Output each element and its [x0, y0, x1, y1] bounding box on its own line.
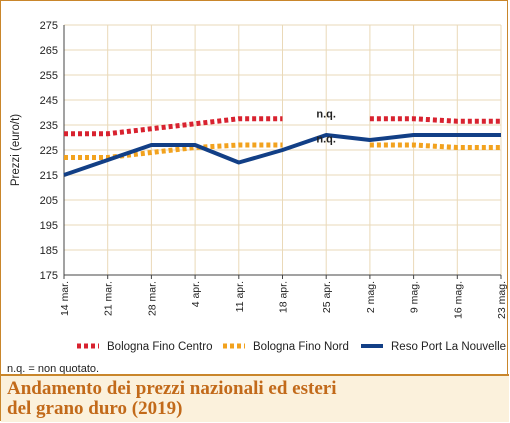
axis-layer: [63, 25, 502, 279]
line-chart: 175 185 195 205 215 225 235 245 255 265 275 14 mar.…: [10, 20, 508, 353]
legend-label: Bologna Fino Centro: [107, 341, 212, 353]
label-layer: 175 185 195 205 215 225 235 245 255 265 275 14 mar.…: [10, 20, 508, 319]
x-tick-label: 9 mag.: [409, 281, 421, 313]
y-tick-label: 175: [40, 270, 58, 282]
x-tick-label: 14 mar.: [59, 281, 71, 316]
x-tick-label: 11 apr.: [234, 281, 246, 312]
y-tick-label: 185: [40, 245, 58, 257]
x-tick-label: 16 mag.: [452, 281, 464, 319]
legend-label: Bologna Fino Nord: [253, 341, 349, 353]
series-line: [64, 142, 283, 160]
series-line: [369, 116, 501, 124]
y-tick-label: 255: [40, 70, 58, 82]
y-tick-label: 275: [40, 20, 58, 32]
figure-caption: Andamento dei prezzi nazionali ed esteri…: [7, 379, 336, 419]
annotation-label: n.q.: [316, 134, 336, 146]
series-line: [64, 116, 283, 137]
caption-box: Andamento dei prezzi nazionali ed esteri…: [1, 374, 509, 422]
y-tick-label: 215: [40, 170, 58, 182]
footnote: n.q. = non quotato.: [7, 363, 100, 375]
y-tick-label: 195: [40, 220, 58, 232]
y-tick-label: 235: [40, 120, 58, 132]
x-tick-label: 4 apr.: [190, 281, 202, 307]
caption-line-1: Andamento dei prezzi nazionali ed esteri: [7, 378, 337, 399]
x-tick-label: 28 mar.: [146, 281, 158, 316]
series-layer: [63, 116, 501, 177]
y-tick-label: 265: [40, 45, 58, 57]
legend: Bologna Fino Centro Bologna Fino Nord Reso…: [77, 341, 506, 353]
y-tick-label: 225: [40, 145, 58, 157]
caption-line-2: del grano duro (2019): [7, 398, 183, 419]
x-tick-label: 23 mag.: [496, 281, 508, 319]
y-tick-label: 205: [40, 195, 58, 207]
legend-label: Reso Port La Nouvelle: [391, 341, 506, 353]
y-axis-title: Prezzi (euro/t): [10, 114, 22, 186]
x-tick-label: 2 mag.: [365, 281, 377, 313]
x-tick-label: 21 mar.: [103, 281, 115, 316]
x-tick-label: 25 apr.: [321, 281, 333, 313]
series-line: [63, 133, 501, 177]
y-tick-label: 245: [40, 95, 58, 107]
x-tick-label: 18 apr.: [278, 281, 290, 313]
annotation-label: n.q.: [316, 109, 336, 121]
series-line: [369, 142, 501, 150]
